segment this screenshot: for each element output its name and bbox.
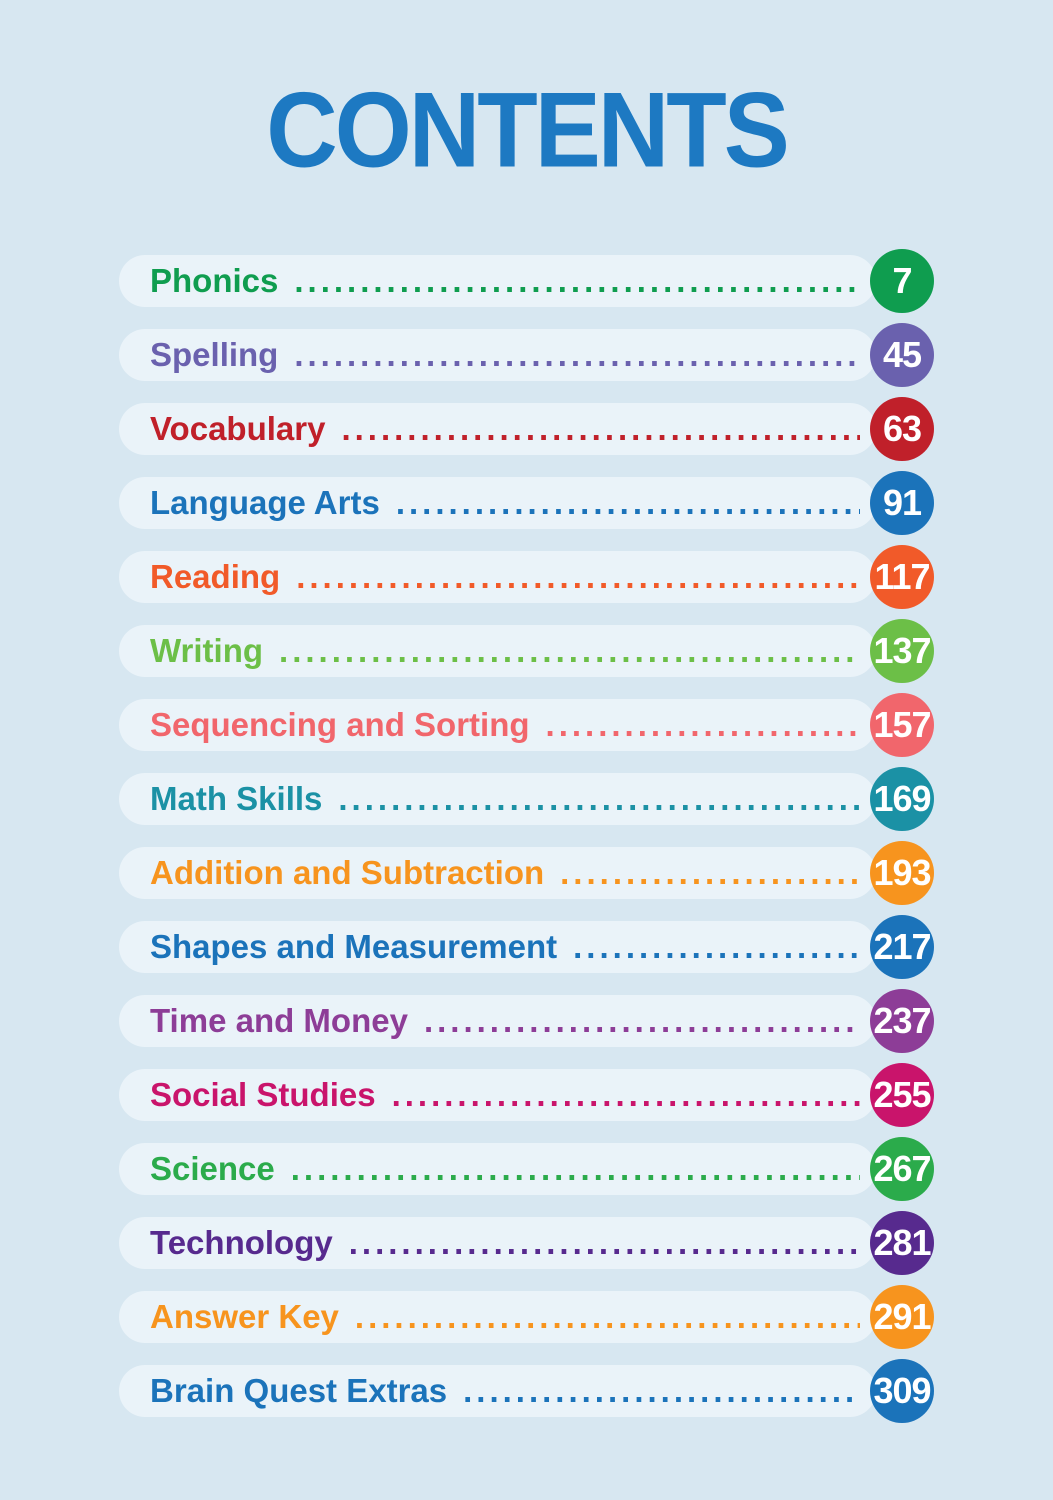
page-title: CONTENTS — [266, 69, 790, 189]
dotted-leader: ........................................… — [391, 1076, 860, 1113]
toc-entry: Social Studies .........................… — [119, 1063, 934, 1127]
dotted-leader: ........................................… — [423, 1002, 860, 1039]
toc-entry-label: Addition and Subtraction — [150, 854, 545, 891]
toc-entry-label: Language Arts — [150, 484, 380, 521]
page-number: 267 — [873, 1148, 931, 1189]
page-number-badge: 255 — [870, 1063, 934, 1127]
page-number: 309 — [873, 1370, 931, 1411]
toc-entry-label: Shapes and Measurement — [150, 928, 558, 965]
page-number-badge: 91 — [870, 471, 934, 535]
toc-entry: Reading ................................… — [119, 545, 934, 609]
page-number-badge: 217 — [870, 915, 934, 979]
page-number-badge: 117 — [870, 545, 934, 609]
dotted-leader: ........................................… — [560, 854, 860, 891]
toc-entry-bar: Shapes and Measurement .................… — [119, 921, 876, 973]
page-number: 281 — [873, 1222, 931, 1263]
dotted-leader: ........................................… — [294, 336, 860, 373]
page-number: 193 — [873, 852, 931, 893]
toc-entry: Vocabulary .............................… — [119, 397, 934, 461]
page-number-badge: 45 — [870, 323, 934, 387]
dotted-leader: ........................................… — [545, 706, 860, 743]
toc-entry-label: Vocabulary — [150, 410, 326, 447]
page-number: 169 — [873, 778, 931, 819]
toc-entry: Addition and Subtraction ...............… — [119, 841, 934, 905]
toc-entry-bar: Reading ................................… — [119, 551, 876, 603]
page-number: 137 — [873, 630, 931, 671]
page-number: 237 — [873, 1000, 931, 1041]
toc-entry-bar: Sequencing and Sorting .................… — [119, 699, 876, 751]
dotted-leader: ........................................… — [463, 1372, 860, 1409]
toc-entry-label: Reading — [150, 558, 281, 595]
dotted-leader: ........................................… — [354, 1298, 860, 1335]
toc-entry-bar: Social Studies .........................… — [119, 1069, 876, 1121]
dotted-leader: ........................................… — [395, 484, 860, 521]
toc-entry-bar: Science ................................… — [119, 1143, 876, 1195]
toc-entry: Spelling ...............................… — [119, 323, 934, 387]
toc-entry-label: Spelling — [150, 336, 279, 373]
dotted-leader: ........................................… — [290, 1150, 860, 1187]
page-number-badge: 157 — [870, 693, 934, 757]
page-number: 45 — [882, 334, 922, 375]
toc-entry: Language Arts ..........................… — [119, 471, 934, 535]
toc-entry-label: Technology — [150, 1224, 333, 1261]
toc-entry-bar: Math Skills ............................… — [119, 773, 876, 825]
toc-entry-label: Time and Money — [150, 1002, 408, 1039]
toc-entry-label: Sequencing and Sorting — [150, 706, 530, 743]
toc-entry: Phonics ................................… — [119, 249, 934, 313]
toc-entry-bar: Vocabulary .............................… — [119, 403, 876, 455]
toc-entry-label: Writing — [150, 632, 264, 669]
page-number-badge: 309 — [870, 1359, 934, 1423]
page-number: 217 — [873, 926, 931, 967]
toc-entry: Math Skills ............................… — [119, 767, 934, 831]
page-number-badge: 137 — [870, 619, 934, 683]
page-number: 91 — [882, 482, 922, 523]
page-number-badge: 267 — [870, 1137, 934, 1201]
dotted-leader: ........................................… — [279, 632, 860, 669]
toc-entry-bar: Writing ................................… — [119, 625, 876, 677]
toc-entry: Science ................................… — [119, 1137, 934, 1201]
toc-entry-bar: Phonics ................................… — [119, 255, 876, 307]
toc-entry: Technology .............................… — [119, 1211, 934, 1275]
toc-entry: Writing ................................… — [119, 619, 934, 683]
dotted-leader: ........................................… — [341, 410, 860, 447]
toc-entry-label: Answer Key — [150, 1298, 339, 1335]
dotted-leader: ........................................… — [348, 1224, 860, 1261]
page-number-badge: 169 — [870, 767, 934, 831]
page-number-badge: 281 — [870, 1211, 934, 1275]
page-number: 157 — [873, 704, 931, 745]
toc-entry-label: Phonics — [150, 262, 279, 299]
dotted-leader: ........................................… — [573, 928, 860, 965]
toc-entry-bar: Language Arts ..........................… — [119, 477, 876, 529]
page-number-badge: 7 — [870, 249, 934, 313]
page-number: 291 — [873, 1296, 931, 1337]
toc-entry-bar: Time and Money .........................… — [119, 995, 876, 1047]
toc-entry-label: Brain Quest Extras — [150, 1372, 448, 1409]
toc-entry: Shapes and Measurement .................… — [119, 915, 934, 979]
page-number-badge: 193 — [870, 841, 934, 905]
page-number-badge: 291 — [870, 1285, 934, 1349]
toc-entry-bar: Brain Quest Extras .....................… — [119, 1365, 876, 1417]
toc-entry: Sequencing and Sorting .................… — [119, 693, 934, 757]
toc-entry: Brain Quest Extras .....................… — [119, 1359, 934, 1423]
toc-entry-bar: Addition and Subtraction ...............… — [119, 847, 876, 899]
toc-entry-label: Social Studies — [150, 1076, 376, 1113]
page-number: 117 — [874, 556, 930, 597]
page-number: 63 — [882, 408, 922, 449]
toc-entry-bar: Answer Key .............................… — [119, 1291, 876, 1343]
toc-entry-bar: Technology .............................… — [119, 1217, 876, 1269]
page-number-badge: 237 — [870, 989, 934, 1053]
toc-entry: Time and Money .........................… — [119, 989, 934, 1053]
dotted-leader: ........................................… — [296, 558, 860, 595]
dotted-leader: ........................................… — [294, 262, 860, 299]
toc-entry: Answer Key .............................… — [119, 1285, 934, 1349]
page-number-badge: 63 — [870, 397, 934, 461]
page-number: 255 — [873, 1074, 931, 1115]
dotted-leader: ........................................… — [338, 780, 860, 817]
toc-entry-label: Science — [150, 1150, 275, 1187]
toc-list: Phonics ................................… — [119, 249, 934, 1423]
toc-entry-label: Math Skills — [150, 780, 323, 817]
toc-entry-bar: Spelling ...............................… — [119, 329, 876, 381]
page-number: 7 — [892, 260, 912, 301]
